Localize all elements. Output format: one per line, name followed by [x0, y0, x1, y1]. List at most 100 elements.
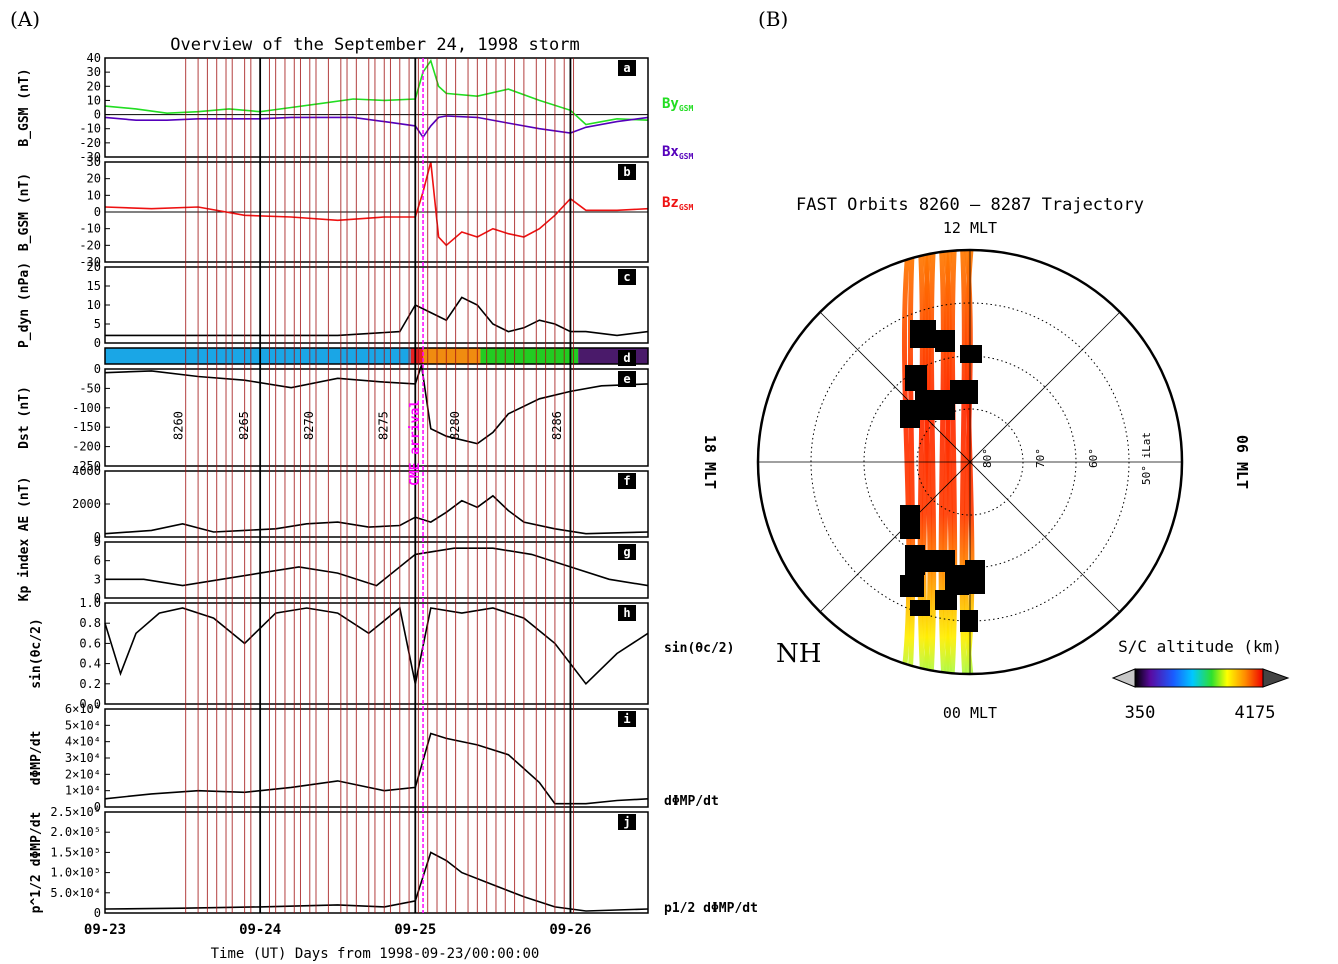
event-block — [935, 330, 955, 352]
y-tick-label: -20 — [79, 238, 101, 252]
panel-letter-box — [618, 473, 636, 489]
y-tick-label: 6×10⁴ — [65, 702, 101, 716]
y-tick-label: 15 — [87, 279, 101, 293]
y-tick-label: 30 — [87, 65, 101, 79]
y-tick-label: 20 — [87, 79, 101, 93]
y-tick-label: 4000 — [72, 464, 101, 478]
black-event-blocks — [900, 320, 985, 632]
event-block — [960, 610, 978, 632]
series-line-j-0 — [104, 851, 649, 912]
orbit-number-label: 8275 — [376, 411, 390, 440]
event-block — [960, 345, 982, 363]
event-block — [905, 545, 925, 575]
y-tick-label: 30 — [87, 155, 101, 169]
event-block — [915, 390, 955, 420]
y-tick-label: 2×10⁴ — [65, 767, 101, 781]
panel-letter-box — [618, 60, 636, 76]
bz-label: BzGSM — [662, 195, 693, 212]
orbit-number-label: 8286 — [550, 411, 564, 440]
orbit-number-label: 8260 — [172, 411, 186, 440]
event-block — [965, 560, 985, 594]
y-tick-label: 0 — [94, 205, 101, 219]
lat-label-70: 70° — [1034, 448, 1047, 468]
y-tick-label: 5×10⁴ — [65, 718, 101, 732]
sin-label: sin(θc/2) — [664, 641, 734, 656]
panel-frame — [104, 347, 649, 365]
event-block — [910, 320, 936, 348]
status-segment-0 — [105, 348, 411, 364]
x-axis-title: Time (UT) Days from 1998-09-23/00:00:00 — [211, 946, 540, 962]
y-axis-label: Kp index — [17, 539, 32, 602]
by-label: ByGSM — [662, 96, 693, 113]
trajectory-track — [920, 250, 933, 674]
mlt-lines — [758, 250, 1182, 674]
trajectory-track — [927, 250, 937, 674]
panel-letter: e — [623, 372, 630, 386]
mlt-00-label: 00 MLT — [943, 704, 997, 722]
y-tick-label: 1×10⁴ — [65, 784, 101, 798]
y-tick-label: 0 — [94, 362, 101, 376]
orbit-number-label: 8265 — [237, 411, 251, 440]
orbit-lines: 8260 8265 8270 8275 8280 8286 CME arrival — [172, 58, 575, 913]
y-tick-label: 3 — [94, 572, 101, 586]
panel-letter-box — [618, 164, 636, 180]
y-axis-label: p^1/2 dΦMP/dt — [29, 812, 44, 914]
panel-frame — [104, 602, 649, 705]
series-line-i-0 — [104, 732, 649, 805]
panel-frame — [104, 368, 649, 467]
y-axis-label: Dst (nT) — [17, 386, 32, 449]
trajectory-track — [941, 250, 954, 674]
figure-label-a: (A) — [10, 7, 40, 31]
event-block — [910, 600, 930, 616]
series-line-c-0 — [105, 296, 649, 337]
y-tick-label: 0 — [94, 108, 101, 122]
y-tick-label: 0.0 — [79, 697, 101, 711]
panel-letter: h — [623, 606, 630, 620]
panel-b: 30 20 10 0 -10 -20 -30 B_GSM (nT) — [17, 155, 649, 269]
series-line-b-0 — [104, 161, 649, 247]
y-tick-label: 40 — [87, 51, 101, 65]
y-tick-label: -50 — [79, 381, 101, 395]
orbit-number-label: 8280 — [448, 411, 462, 440]
panel-letter-box — [618, 269, 636, 285]
panel-g: 9 6 3 0 Kp index — [17, 535, 649, 605]
y-tick-label: 0 — [94, 336, 101, 350]
y-axis-label: P_dyn (nPa) — [17, 262, 32, 348]
y-tick-label: 4×10⁴ — [65, 735, 101, 749]
panel-letter: d — [623, 351, 630, 365]
panel-frame — [104, 57, 649, 158]
bx-label: BxGSM — [662, 144, 693, 161]
y-tick-label: 2000 — [72, 497, 101, 511]
y-tick-label: -150 — [72, 420, 101, 434]
colorbar: S/C altitude (km) 350 4175 — [1111, 637, 1290, 723]
colorbar-body — [1134, 668, 1264, 688]
panel-c: 20 15 10 5 0 P_dyn (nPa) — [17, 260, 649, 350]
panel-frame — [104, 266, 649, 344]
y-tick-label: 10 — [87, 188, 101, 202]
colorbar-title: S/C altitude (km) — [1118, 637, 1282, 656]
y-tick-label: 5 — [94, 317, 101, 331]
title-b: FAST Orbits 8260 – 8287 Trajectory — [796, 195, 1144, 215]
x-tick-label: 09-26 — [549, 922, 591, 938]
trajectory-track — [948, 250, 958, 674]
status-segment-4 — [578, 348, 648, 364]
y-axis-label: B_GSM (nT) — [17, 68, 32, 146]
event-block — [900, 505, 920, 539]
polar-plot: 80° 70° 60° 50° iLat 12 MLT 00 MLT 18 ML… — [701, 219, 1290, 723]
panel-f: 4000 2000 0 AE (nT) — [17, 464, 649, 544]
y-tick-label: 0.8 — [79, 616, 101, 630]
panel-letter: g — [623, 545, 630, 559]
orbit-number-label: 8270 — [302, 411, 316, 440]
panel-letter: b — [623, 165, 630, 179]
y-tick-label: 10 — [87, 298, 101, 312]
y-axis-label: sin(θc/2) — [29, 618, 44, 688]
panel-frame — [104, 811, 649, 914]
panel-letter: f — [623, 474, 630, 488]
trajectory-track — [959, 250, 969, 674]
y-tick-label: 9 — [94, 535, 101, 549]
y-tick-label: 1.0 — [79, 596, 101, 610]
series-line-e-0 — [104, 365, 649, 445]
